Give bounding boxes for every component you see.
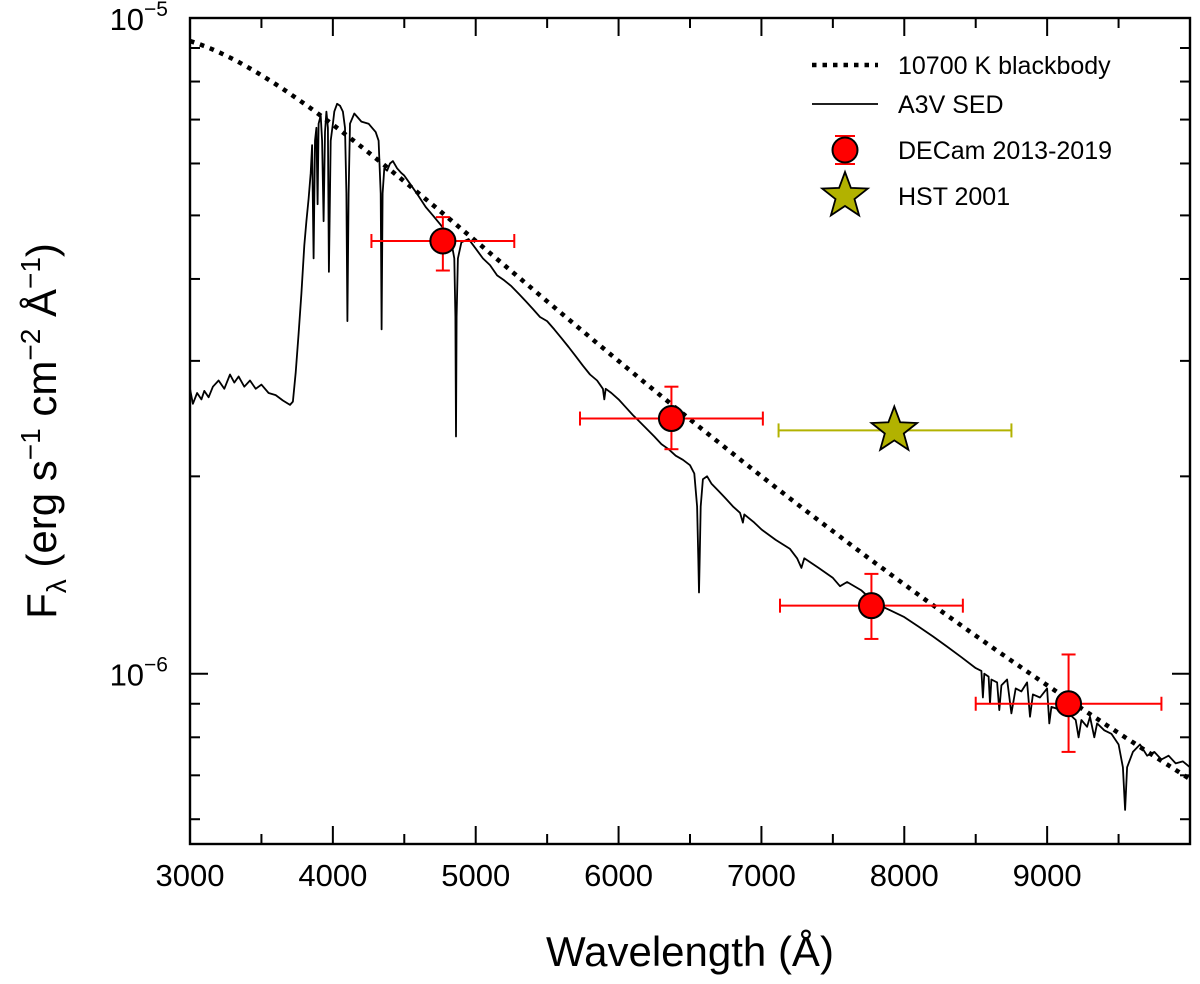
x-tick-label: 8000 bbox=[870, 858, 939, 893]
legend-label: A3V SED bbox=[898, 91, 1004, 119]
hst-star-point bbox=[869, 403, 920, 452]
decam-point bbox=[657, 405, 685, 433]
legend: 10700 K blackbody A3V SED DECam 2013-2019 H… bbox=[812, 52, 1112, 218]
legend-label: HST 2001 bbox=[898, 183, 1010, 211]
legend-label: DECam 2013-2019 bbox=[898, 137, 1112, 165]
legend-label: 10700 K blackbody bbox=[898, 52, 1111, 80]
decam-point bbox=[857, 592, 885, 620]
x-tick-label: 9000 bbox=[1013, 858, 1082, 893]
y-tick-label: 10−5 bbox=[110, 0, 168, 37]
decam-point bbox=[1055, 690, 1083, 718]
x-tick-label: 7000 bbox=[727, 858, 796, 893]
a3v-sed-line bbox=[190, 102, 1190, 811]
decam-point bbox=[429, 227, 457, 255]
x-tick-label: 3000 bbox=[156, 858, 225, 893]
x-tick-label: 5000 bbox=[441, 858, 510, 893]
y-axis-title: Fλ (erg s−1 cm−2 Å−1) bbox=[15, 243, 72, 619]
x-tick-label: 4000 bbox=[298, 858, 367, 893]
legend-decam-marker bbox=[831, 136, 859, 164]
x-tick-label: 6000 bbox=[584, 858, 653, 893]
y-tick-label: 10−6 bbox=[110, 654, 168, 693]
legend-hst-marker bbox=[819, 169, 871, 218]
x-axis-title: Wavelength (Å) bbox=[546, 928, 834, 975]
